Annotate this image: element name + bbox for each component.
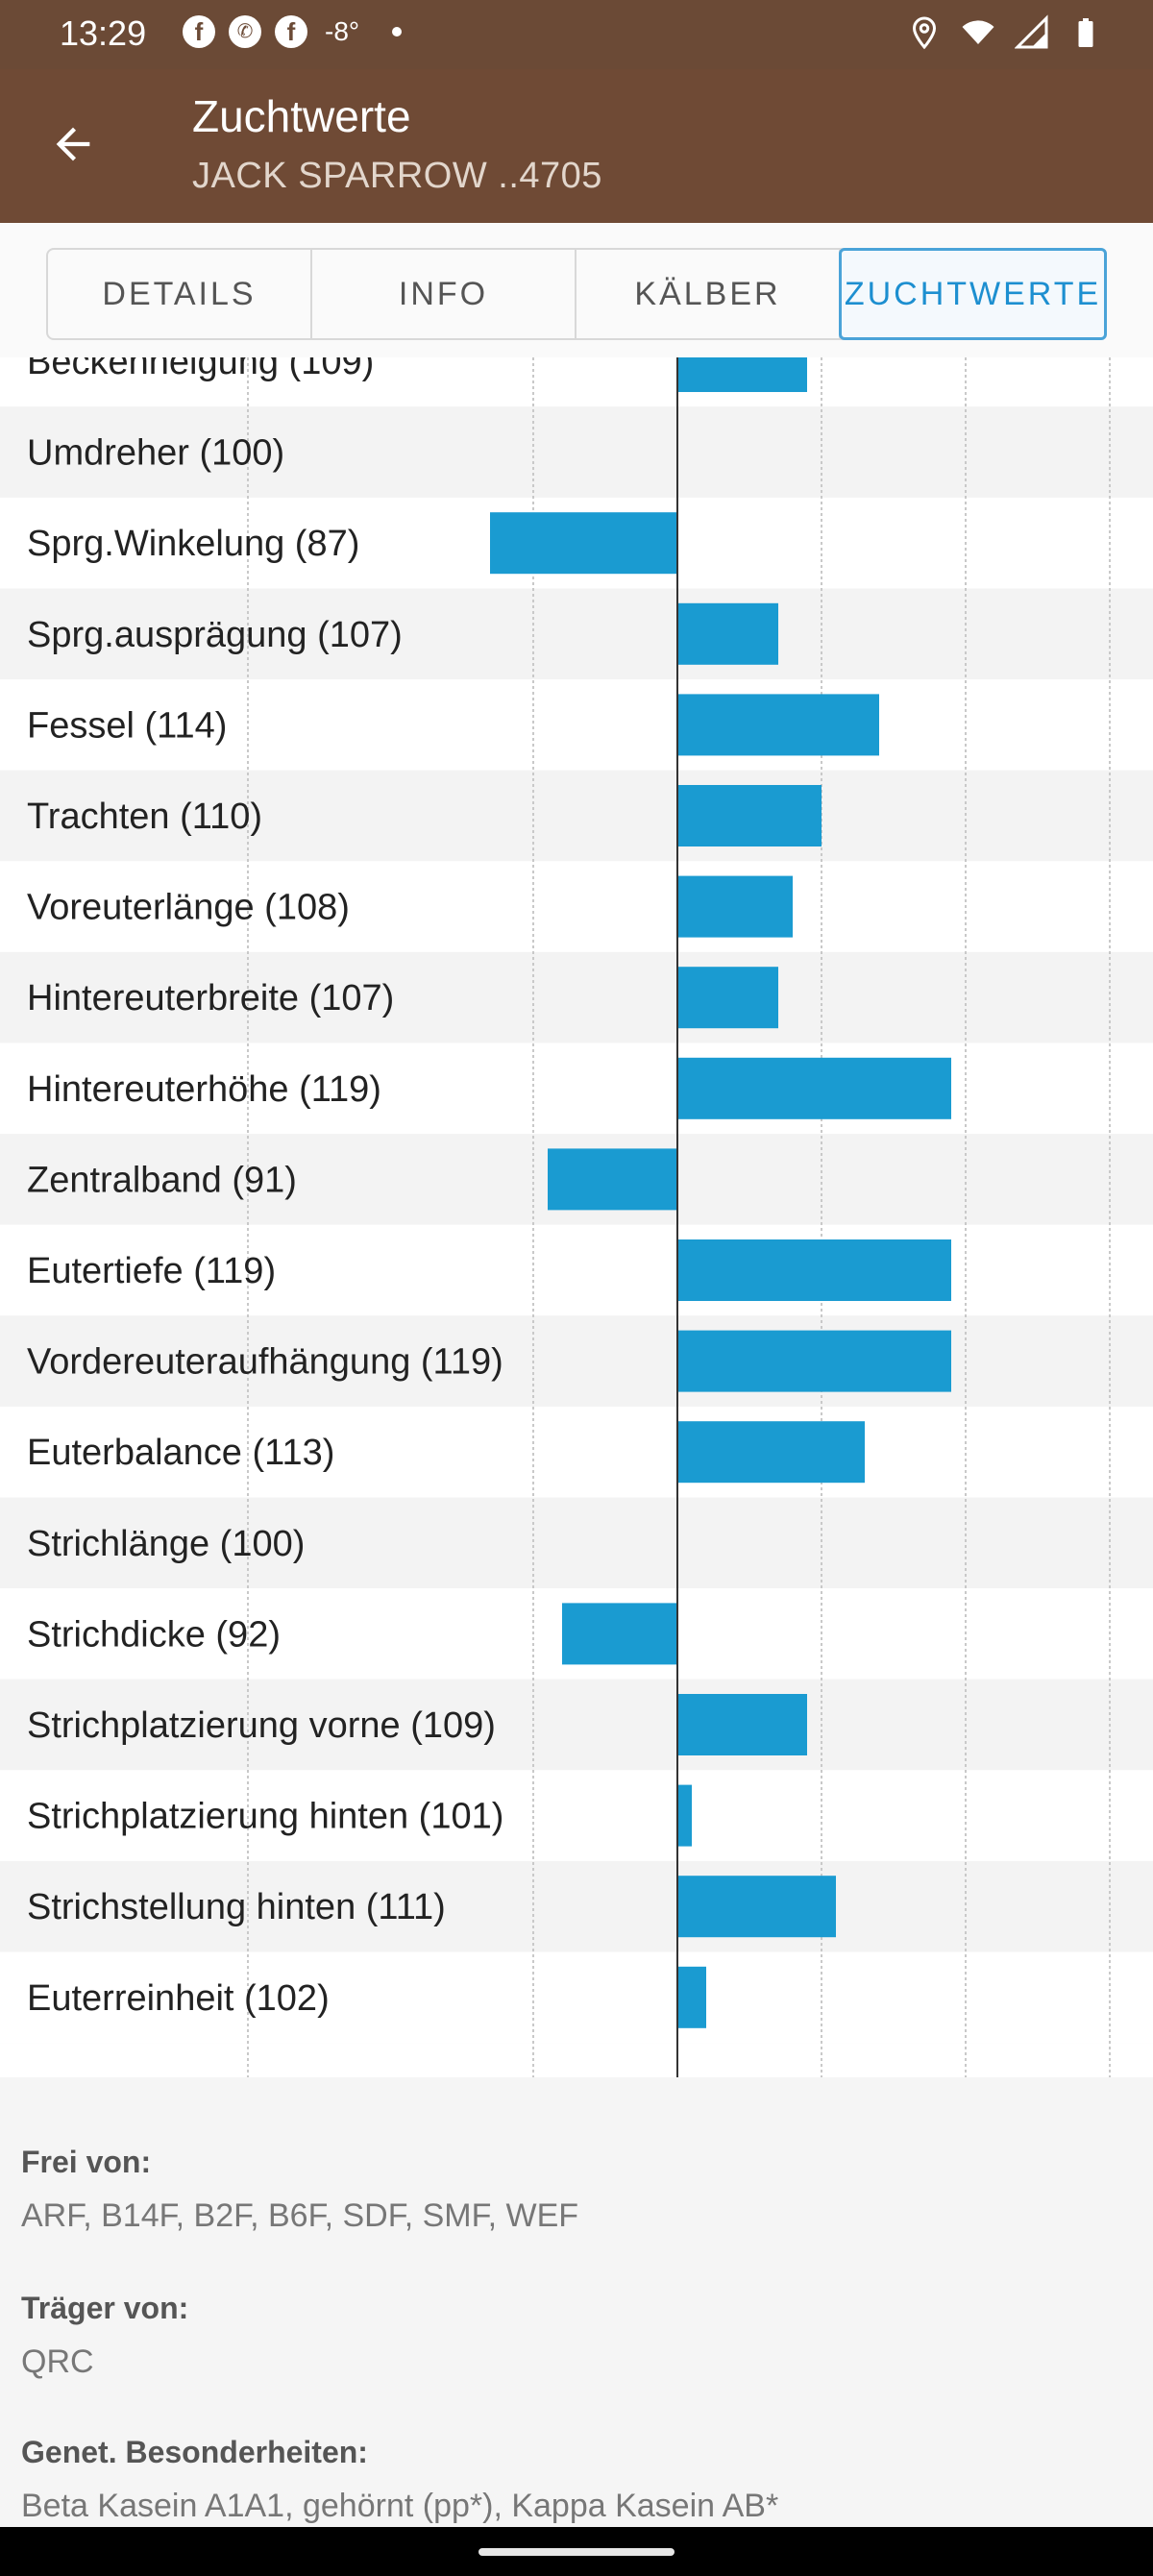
category-label: Hintereuterbreite (107)	[27, 978, 394, 1018]
category-label: Strichplatzierung vorne (109)	[27, 1705, 496, 1746]
traeger-von-block: Träger von: QRC	[21, 2291, 188, 2381]
bar-0	[677, 357, 807, 392]
signal-icon	[1015, 14, 1048, 49]
tab-group: DETAILS INFO KÄLBER ZUCHTWERTE	[46, 248, 1107, 340]
bar-11	[677, 1330, 951, 1392]
bar-17	[677, 1876, 836, 1938]
bar-4	[677, 694, 879, 756]
back-button[interactable]	[38, 110, 108, 179]
bar-8	[677, 1057, 951, 1119]
category-label: Voreuterlänge (108)	[27, 888, 350, 928]
bar-3	[677, 602, 778, 665]
breeding-values-chart[interactable]: Beckenneigung (109) Umdreher (100) Sprg.Wi…	[0, 357, 1153, 2077]
chart-row-bg	[0, 951, 1153, 1043]
chart-bottom-bg	[0, 2043, 1153, 2077]
notification-icons: f ✆ f -8°	[183, 15, 403, 48]
chart-row-bg	[0, 1770, 1153, 1861]
category-label: Hintereuterhöhe (119)	[27, 1069, 381, 1110]
status-temperature: -8°	[325, 16, 360, 46]
chart-row-bg	[0, 1497, 1153, 1589]
bar-6	[677, 875, 793, 938]
status-time: 13:29	[60, 13, 147, 53]
bar-12	[677, 1421, 865, 1484]
besonderheiten-value: Beta Kasein A1A1, gehörnt (pp*), Kappa K…	[21, 2488, 779, 2524]
tab-zuchtwerte[interactable]: ZUCHTWERTE	[839, 248, 1107, 340]
chart-row-bg	[0, 770, 1153, 862]
tab-bar: DETAILS INFO KÄLBER ZUCHTWERTE	[0, 223, 1153, 357]
facebook-icon: f	[183, 15, 215, 48]
category-label: Eutertiefe (119)	[27, 1251, 276, 1291]
arrow-left-icon	[56, 127, 90, 161]
category-label: Strichstellung hinten (111)	[27, 1887, 446, 1927]
category-label: Euterbalance (113)	[27, 1433, 334, 1473]
chart-row-bg	[0, 1679, 1153, 1771]
category-label: Euterreinheit (102)	[27, 1978, 330, 2019]
bar-14	[562, 1603, 677, 1665]
app-bar: Zuchtwerte JACK SPARROW ..4705	[0, 69, 1153, 223]
besonderheiten-block: Genet. Besonderheiten: Beta Kasein A1A1,…	[21, 2435, 778, 2525]
chart-row-bg	[0, 357, 1153, 407]
page-subtitle: JACK SPARROW ..4705	[192, 156, 602, 196]
category-label: Trachten (110)	[27, 797, 262, 837]
more-notifications-icon	[392, 27, 403, 37]
category-label: Strichlänge (100)	[27, 1524, 305, 1564]
facebook-icon: f	[275, 15, 307, 48]
chart-row-bg	[0, 1951, 1153, 2044]
category-label: Sprg.ausprägung (107)	[27, 615, 403, 655]
bar-10	[677, 1239, 951, 1301]
frei-von-value: ARF, B14F, B2F, B6F, SDF, SMF, WEF	[21, 2197, 579, 2234]
system-nav-bar	[0, 2527, 1153, 2576]
traeger-von-value: QRC	[21, 2343, 94, 2380]
category-label: Vordereuteraufhängung (119)	[27, 1342, 503, 1383]
chart-row-bg	[0, 406, 1153, 498]
category-label: Strichplatzierung hinten (101)	[27, 1797, 503, 1837]
bar-18	[677, 1966, 706, 2028]
bar-9	[548, 1148, 677, 1211]
chart-row-bg	[0, 1043, 1153, 1135]
status-bar: 13:29 f ✆ f -8°	[0, 0, 1153, 69]
frei-von-block: Frei von: ARF, B14F, B2F, B6F, SDF, SMF,…	[21, 2145, 578, 2235]
genetic-info-section: Frei von: ARF, B14F, B2F, B6F, SDF, SMF,…	[0, 2077, 1153, 2576]
category-label: Beckenneigung (109)	[27, 357, 374, 382]
tab-kaelber[interactable]: KÄLBER	[576, 250, 841, 338]
system-icons	[907, 13, 1103, 52]
category-label: Strichdicke (92)	[27, 1614, 281, 1655]
frei-von-label: Frei von:	[21, 2145, 152, 2179]
chart-canvas: Beckenneigung (109) Umdreher (100) Sprg.Wi…	[0, 357, 1153, 2077]
chart-row-bg	[0, 588, 1153, 680]
chart-row-bg	[0, 1406, 1153, 1498]
chart-row-bg	[0, 1860, 1153, 1952]
bar-2	[490, 512, 677, 575]
home-gesture-handle[interactable]	[478, 2548, 675, 2556]
bar-7	[677, 967, 778, 1029]
location-icon	[912, 16, 937, 50]
page-title: Zuchtwerte	[192, 91, 411, 141]
chart-row-bg	[0, 679, 1153, 771]
besonderheiten-label: Genet. Besonderheiten:	[21, 2435, 368, 2469]
tab-info[interactable]: INFO	[312, 250, 576, 338]
wifi-icon	[962, 20, 994, 44]
traeger-von-label: Träger von:	[21, 2291, 189, 2325]
chart-row-bg	[0, 1224, 1153, 1316]
bar-15	[677, 1694, 807, 1755]
category-label: Sprg.Winkelung (87)	[27, 524, 359, 564]
category-label: Zentralband (91)	[27, 1160, 297, 1200]
bar-16	[677, 1784, 692, 1847]
chart-row-bg	[0, 1315, 1153, 1407]
whatsapp-icon: ✆	[229, 15, 261, 48]
category-label: Umdreher (100)	[27, 433, 284, 474]
battery-icon	[1078, 18, 1093, 47]
category-label: Fessel (114)	[27, 705, 227, 746]
chart-row-bg	[0, 861, 1153, 952]
tab-details[interactable]: DETAILS	[48, 250, 312, 338]
bar-5	[677, 785, 822, 846]
